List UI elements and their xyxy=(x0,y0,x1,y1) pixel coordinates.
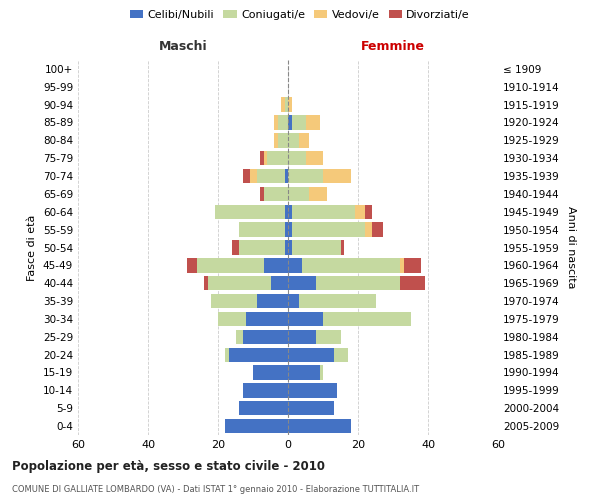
Bar xyxy=(239,401,288,415)
Bar xyxy=(323,169,351,183)
Bar xyxy=(309,187,326,201)
Bar xyxy=(288,294,299,308)
Bar xyxy=(246,312,288,326)
Legend: Celibi/Nubili, Coniugati/e, Vedovi/e, Divorziati/e: Celibi/Nubili, Coniugati/e, Vedovi/e, Di… xyxy=(125,6,475,25)
Bar xyxy=(284,204,288,219)
Bar xyxy=(288,383,337,398)
Bar xyxy=(242,383,288,398)
Bar xyxy=(218,312,246,326)
Bar xyxy=(288,366,320,380)
Bar xyxy=(323,312,410,326)
Bar xyxy=(288,151,305,166)
Bar xyxy=(334,348,347,362)
Bar xyxy=(288,258,302,272)
Bar xyxy=(365,222,372,237)
Bar xyxy=(242,330,288,344)
Bar xyxy=(372,222,383,237)
Bar xyxy=(263,258,288,272)
Bar xyxy=(305,116,320,130)
Bar xyxy=(292,240,341,254)
Bar xyxy=(284,98,288,112)
Bar xyxy=(277,116,288,130)
Bar xyxy=(242,169,250,183)
Text: Popolazione per età, sesso e stato civile - 2010: Popolazione per età, sesso e stato civil… xyxy=(12,460,325,473)
Bar xyxy=(253,366,288,380)
Bar xyxy=(292,204,355,219)
Bar xyxy=(292,222,365,237)
Bar xyxy=(225,419,288,433)
Bar xyxy=(288,98,292,112)
Bar xyxy=(284,169,288,183)
Bar xyxy=(257,294,288,308)
Bar xyxy=(288,312,323,326)
Bar xyxy=(257,169,284,183)
Bar xyxy=(305,151,323,166)
Bar xyxy=(292,116,305,130)
Bar xyxy=(288,187,309,201)
Bar xyxy=(288,116,292,130)
Bar xyxy=(341,240,344,254)
Bar xyxy=(320,366,323,380)
Bar xyxy=(215,204,284,219)
Bar xyxy=(299,133,309,148)
Bar xyxy=(288,330,316,344)
Bar xyxy=(204,276,208,290)
Bar xyxy=(263,187,288,201)
Bar xyxy=(288,222,292,237)
Text: Femmine: Femmine xyxy=(361,40,425,52)
Bar xyxy=(316,276,400,290)
Bar xyxy=(355,204,365,219)
Bar xyxy=(365,204,372,219)
Bar xyxy=(288,240,292,254)
Bar xyxy=(288,276,316,290)
Bar xyxy=(211,294,257,308)
Bar xyxy=(260,187,263,201)
Bar xyxy=(197,258,263,272)
Bar xyxy=(235,330,242,344)
Bar xyxy=(299,294,376,308)
Text: COMUNE DI GALLIATE LOMBARDO (VA) - Dati ISTAT 1° gennaio 2010 - Elaborazione TUT: COMUNE DI GALLIATE LOMBARDO (VA) - Dati … xyxy=(12,485,419,494)
Bar xyxy=(225,348,229,362)
Bar xyxy=(288,401,334,415)
Bar xyxy=(271,276,288,290)
Bar xyxy=(239,222,284,237)
Bar xyxy=(239,240,284,254)
Bar xyxy=(284,240,288,254)
Text: Maschi: Maschi xyxy=(158,40,208,52)
Bar xyxy=(229,348,288,362)
Bar xyxy=(277,133,288,148)
Bar xyxy=(187,258,197,272)
Bar xyxy=(288,419,351,433)
Y-axis label: Fasce di età: Fasce di età xyxy=(28,214,37,280)
Bar xyxy=(288,348,334,362)
Bar xyxy=(316,330,341,344)
Bar xyxy=(302,258,400,272)
Bar xyxy=(400,258,404,272)
Bar xyxy=(260,151,263,166)
Bar xyxy=(208,276,271,290)
Bar xyxy=(288,133,299,148)
Bar xyxy=(263,151,267,166)
Bar xyxy=(400,276,425,290)
Bar xyxy=(281,98,284,112)
Bar xyxy=(288,169,323,183)
Bar xyxy=(404,258,421,272)
Y-axis label: Anni di nascita: Anni di nascita xyxy=(566,206,576,289)
Bar xyxy=(267,151,288,166)
Bar xyxy=(274,116,277,130)
Bar xyxy=(274,133,277,148)
Bar xyxy=(288,204,292,219)
Bar xyxy=(284,222,288,237)
Bar xyxy=(250,169,257,183)
Bar xyxy=(232,240,239,254)
